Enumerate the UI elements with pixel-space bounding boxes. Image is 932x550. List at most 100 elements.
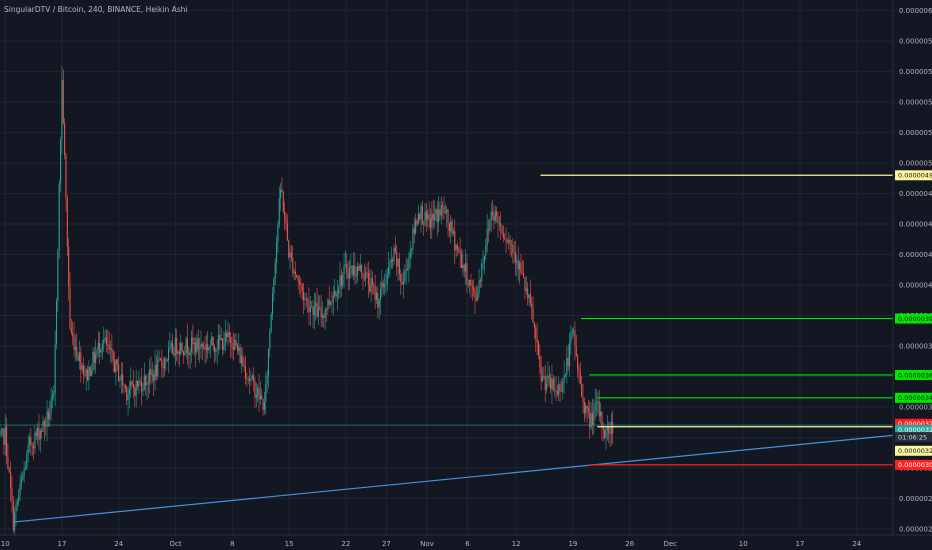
candle-body	[466, 263, 468, 285]
level-badge-text: 0.00000398	[898, 315, 932, 323]
candle-body	[548, 375, 550, 378]
candle-body	[568, 343, 571, 367]
candle-body	[362, 273, 364, 278]
candle-body	[212, 336, 214, 347]
candle-body	[544, 376, 546, 391]
candle-body	[84, 374, 86, 376]
candle-body	[301, 285, 303, 292]
candle-body	[161, 360, 163, 366]
candle-body	[286, 223, 288, 241]
x-tick-label: Oct	[169, 540, 181, 548]
candle-body	[409, 250, 411, 258]
candle-body	[304, 298, 306, 300]
y-tick-label: 0.00000420	[899, 282, 932, 290]
candle-body	[74, 346, 76, 351]
candle-body	[469, 279, 471, 286]
candle-body	[158, 358, 160, 360]
candle-body	[131, 381, 133, 385]
candle-body	[184, 353, 186, 356]
candle-body	[601, 411, 603, 427]
candle-body	[11, 488, 13, 502]
candle-body	[317, 306, 319, 317]
candle-body	[540, 366, 542, 382]
candle-body	[88, 366, 90, 381]
candle-body	[139, 381, 141, 382]
candle-body	[510, 244, 513, 246]
candle-body	[95, 354, 97, 363]
candle-body	[334, 291, 336, 296]
candle-body	[531, 303, 533, 309]
candle-body	[162, 365, 164, 369]
candle-body	[361, 264, 363, 274]
candle-body	[49, 412, 51, 420]
candle-body	[373, 285, 375, 286]
candle-body	[563, 375, 565, 383]
candle-body	[37, 427, 39, 436]
y-tick-label: 0.00000600	[899, 7, 932, 15]
candle-body	[446, 209, 448, 213]
candle-body	[527, 288, 529, 299]
candle-body	[77, 355, 79, 361]
candle-body	[525, 288, 527, 291]
candle-body	[47, 411, 49, 420]
candle-body	[443, 206, 445, 214]
candle-body	[605, 430, 607, 438]
candle-body	[586, 405, 588, 409]
candle-body	[76, 346, 78, 356]
candle-body	[269, 332, 271, 349]
candle-body	[405, 269, 407, 272]
candle-body	[598, 401, 600, 417]
candle-body	[340, 275, 342, 286]
candle-body	[416, 220, 418, 225]
candle-body	[532, 308, 534, 323]
candle-body	[589, 411, 591, 428]
level-badge: 0.00000327	[895, 445, 932, 456]
candle-body	[72, 332, 74, 337]
candle-body	[180, 343, 182, 354]
candle-body	[19, 483, 21, 496]
candle-body	[8, 468, 10, 473]
candle-body	[348, 267, 351, 279]
candle-body	[293, 271, 295, 274]
level-badge: 0.00000302	[895, 459, 932, 470]
candle-body	[389, 262, 391, 268]
candle-body	[366, 272, 368, 274]
candle-body	[6, 426, 8, 457]
candle-body	[201, 344, 203, 347]
candle-body	[12, 501, 14, 531]
candle-body	[258, 387, 260, 400]
candle-body	[475, 298, 477, 301]
candle-body	[520, 262, 522, 273]
candle-body	[85, 369, 87, 376]
candle-body	[514, 252, 517, 263]
candle-body	[328, 299, 330, 305]
candle-body	[3, 428, 5, 445]
candle-body	[150, 368, 152, 376]
time-axis[interactable]: 10 17 24 Oct 8 15 22 27 Nov 6 12 19 26 Dec 10 17 24	[1, 540, 862, 548]
candle-body	[359, 264, 361, 271]
x-tick-label: 6	[465, 540, 470, 548]
candle-body	[61, 79, 63, 140]
candle-body	[285, 217, 287, 224]
level-badge: 0.00000361	[895, 369, 932, 380]
candle-body	[448, 223, 450, 232]
candle-body	[462, 264, 464, 269]
candle-body	[485, 246, 487, 256]
candle-body	[254, 381, 256, 398]
candle-body	[458, 248, 460, 252]
candle-body	[209, 345, 211, 348]
candle-body	[354, 265, 356, 277]
candle-body	[215, 349, 217, 353]
candle-body	[138, 381, 140, 387]
candle-body	[159, 358, 162, 361]
candle-body	[123, 385, 125, 386]
candle-body	[224, 332, 226, 346]
level-badge: 0.00000346	[895, 392, 932, 403]
candle-body	[196, 338, 198, 353]
candle-body	[392, 259, 394, 262]
candle-body	[73, 336, 75, 351]
countdown-badge: 01:06:25	[895, 432, 932, 443]
candle-body	[308, 300, 310, 313]
x-tick-label: 22	[341, 540, 350, 548]
